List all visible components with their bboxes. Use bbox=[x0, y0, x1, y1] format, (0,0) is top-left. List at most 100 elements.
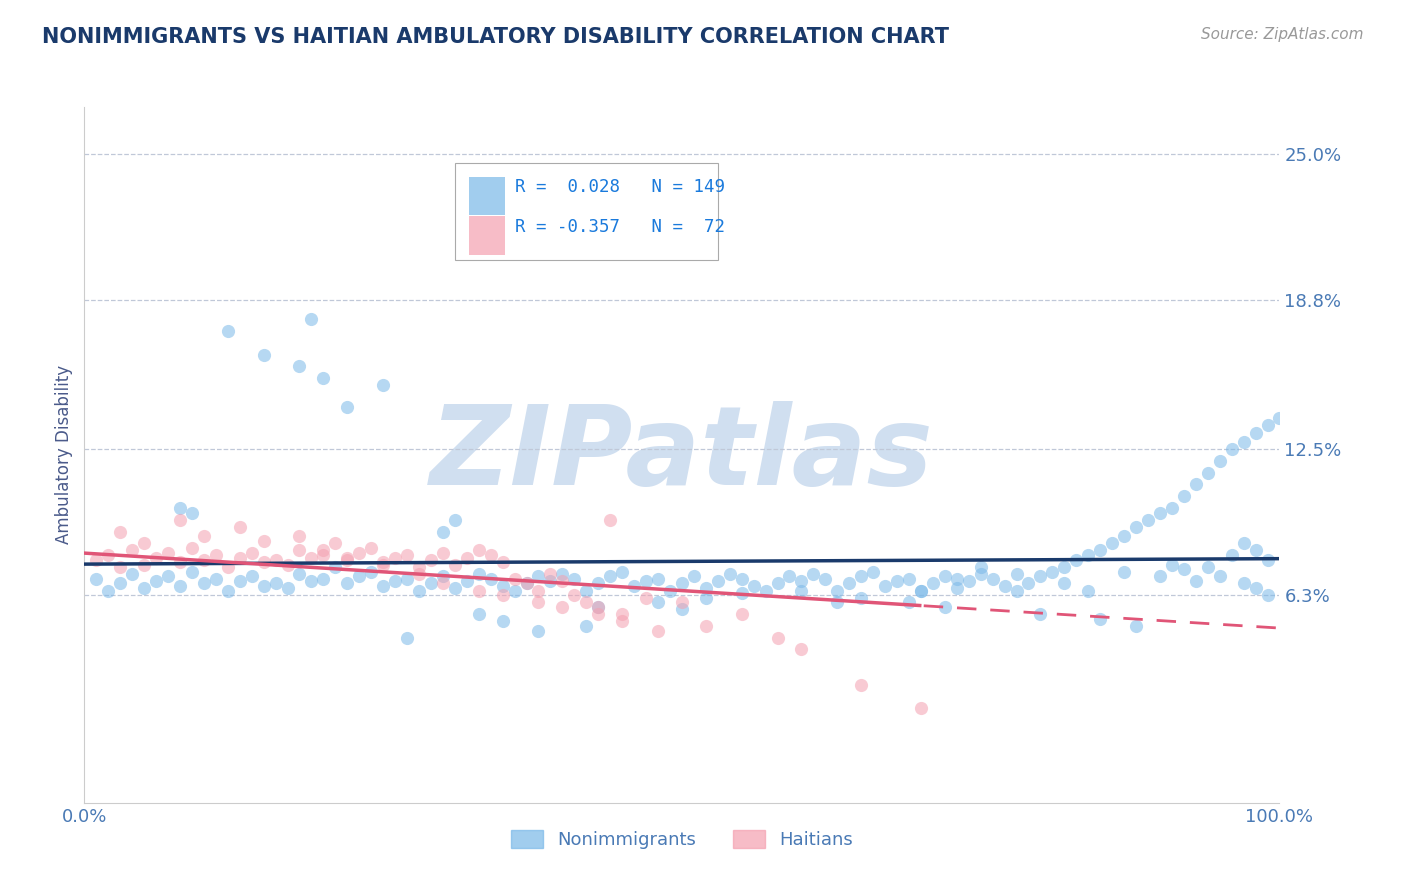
Point bbox=[1077, 548, 1099, 562]
Point bbox=[444, 513, 467, 527]
Point bbox=[264, 553, 287, 567]
Point bbox=[1233, 434, 1256, 449]
Point bbox=[121, 567, 143, 582]
Point bbox=[886, 574, 908, 588]
Point bbox=[671, 602, 693, 616]
Point bbox=[1125, 619, 1147, 633]
Point bbox=[755, 583, 778, 598]
Point bbox=[564, 572, 586, 586]
Point bbox=[934, 600, 956, 615]
Point bbox=[742, 579, 765, 593]
Point bbox=[1209, 454, 1232, 468]
Point bbox=[1042, 565, 1064, 579]
Point bbox=[946, 581, 969, 595]
Point bbox=[110, 560, 132, 574]
Point bbox=[288, 529, 311, 543]
Point bbox=[731, 572, 754, 586]
Point bbox=[1197, 466, 1219, 480]
Point bbox=[636, 591, 658, 605]
Point bbox=[384, 550, 406, 565]
Point bbox=[910, 583, 932, 598]
Point bbox=[695, 619, 717, 633]
Point bbox=[612, 565, 634, 579]
Point bbox=[492, 614, 515, 628]
Point bbox=[1257, 418, 1279, 433]
Point bbox=[336, 576, 359, 591]
Point bbox=[540, 567, 562, 582]
Point bbox=[1149, 506, 1171, 520]
Point bbox=[647, 572, 669, 586]
Point bbox=[396, 631, 419, 645]
Point bbox=[420, 576, 443, 591]
Point bbox=[312, 371, 335, 385]
Point bbox=[264, 576, 287, 591]
Point bbox=[277, 558, 299, 572]
Point bbox=[1268, 411, 1291, 425]
Point bbox=[1209, 569, 1232, 583]
Point bbox=[132, 536, 156, 550]
Point bbox=[468, 607, 491, 621]
Point bbox=[994, 579, 1017, 593]
Point bbox=[981, 572, 1004, 586]
Point bbox=[707, 574, 730, 588]
Point bbox=[814, 572, 837, 586]
Point bbox=[468, 543, 491, 558]
Point bbox=[1137, 513, 1160, 527]
Point bbox=[121, 543, 143, 558]
Point bbox=[1161, 558, 1184, 572]
Point bbox=[217, 583, 239, 598]
Point bbox=[564, 588, 586, 602]
Point bbox=[169, 513, 191, 527]
Point bbox=[575, 619, 598, 633]
Point bbox=[718, 567, 741, 582]
Point bbox=[492, 555, 515, 569]
Point bbox=[336, 550, 359, 565]
Point bbox=[588, 600, 610, 615]
Point bbox=[1101, 536, 1123, 550]
Point bbox=[384, 574, 406, 588]
Point bbox=[1053, 560, 1076, 574]
Text: NONIMMIGRANTS VS HAITIAN AMBULATORY DISABILITY CORRELATION CHART: NONIMMIGRANTS VS HAITIAN AMBULATORY DISA… bbox=[42, 27, 949, 46]
Point bbox=[1244, 543, 1267, 558]
FancyBboxPatch shape bbox=[470, 177, 505, 215]
Point bbox=[1220, 548, 1243, 562]
Point bbox=[551, 600, 574, 615]
Text: R =  0.028   N = 149: R = 0.028 N = 149 bbox=[515, 178, 724, 196]
Point bbox=[1114, 565, 1136, 579]
Point bbox=[540, 574, 562, 588]
Point bbox=[599, 569, 621, 583]
Point bbox=[946, 572, 969, 586]
Point bbox=[671, 595, 693, 609]
Point bbox=[360, 541, 382, 555]
Point bbox=[193, 576, 215, 591]
Point bbox=[181, 541, 204, 555]
Point bbox=[396, 572, 419, 586]
Point bbox=[1125, 520, 1147, 534]
Point bbox=[779, 569, 801, 583]
Point bbox=[169, 555, 191, 569]
Point bbox=[492, 579, 515, 593]
Point bbox=[420, 553, 443, 567]
FancyBboxPatch shape bbox=[456, 162, 718, 260]
Point bbox=[181, 506, 204, 520]
Point bbox=[503, 583, 526, 598]
Point bbox=[373, 555, 395, 569]
Point bbox=[217, 324, 239, 338]
Point bbox=[132, 558, 156, 572]
Point bbox=[217, 560, 239, 574]
Point bbox=[970, 567, 993, 582]
Point bbox=[444, 581, 467, 595]
Point bbox=[479, 572, 502, 586]
Point bbox=[253, 348, 276, 362]
Point bbox=[277, 581, 299, 595]
Point bbox=[1173, 562, 1195, 576]
Point bbox=[229, 550, 252, 565]
Point bbox=[659, 583, 682, 598]
Point bbox=[695, 581, 717, 595]
Point bbox=[683, 569, 706, 583]
Point bbox=[110, 576, 132, 591]
Point bbox=[910, 583, 932, 598]
Point bbox=[145, 550, 167, 565]
Point bbox=[551, 567, 574, 582]
Point bbox=[827, 595, 849, 609]
